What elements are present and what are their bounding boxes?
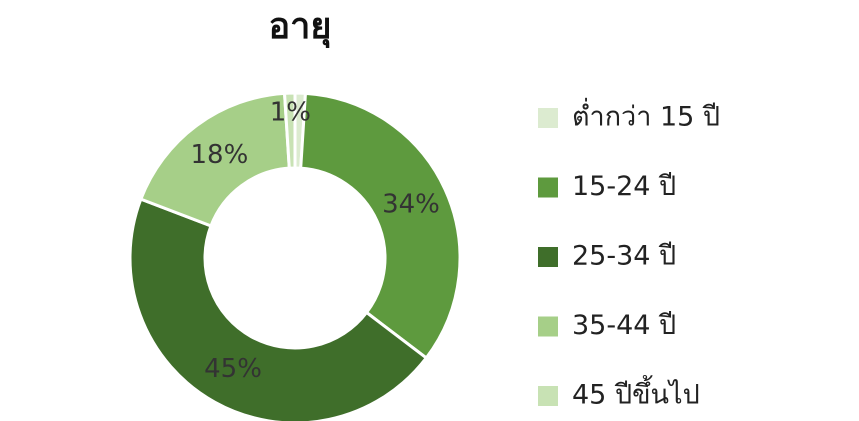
legend-swatch <box>538 108 558 128</box>
donut-slice <box>128 197 429 421</box>
legend-label: 25-34 ปี <box>572 241 676 272</box>
legend-label: 35-44 ปี <box>572 310 676 341</box>
legend-label: 15-24 ปี <box>572 171 676 202</box>
data-label: 34% <box>382 190 440 220</box>
legend-swatch <box>538 247 558 267</box>
legend-swatch <box>538 177 558 198</box>
legend-swatch <box>538 316 558 337</box>
data-label: 45% <box>204 354 262 384</box>
chart-title: อายุ <box>269 6 332 49</box>
legend-label: 45 ปีขึ้นไป <box>572 375 700 411</box>
data-label: 1% <box>270 98 311 128</box>
donut-slice <box>299 91 462 361</box>
data-label: 18% <box>191 140 249 170</box>
legend-label: ต่ำกว่า 15 ปี <box>572 98 720 133</box>
donut-slice <box>282 91 297 170</box>
legend-swatch <box>538 386 558 406</box>
